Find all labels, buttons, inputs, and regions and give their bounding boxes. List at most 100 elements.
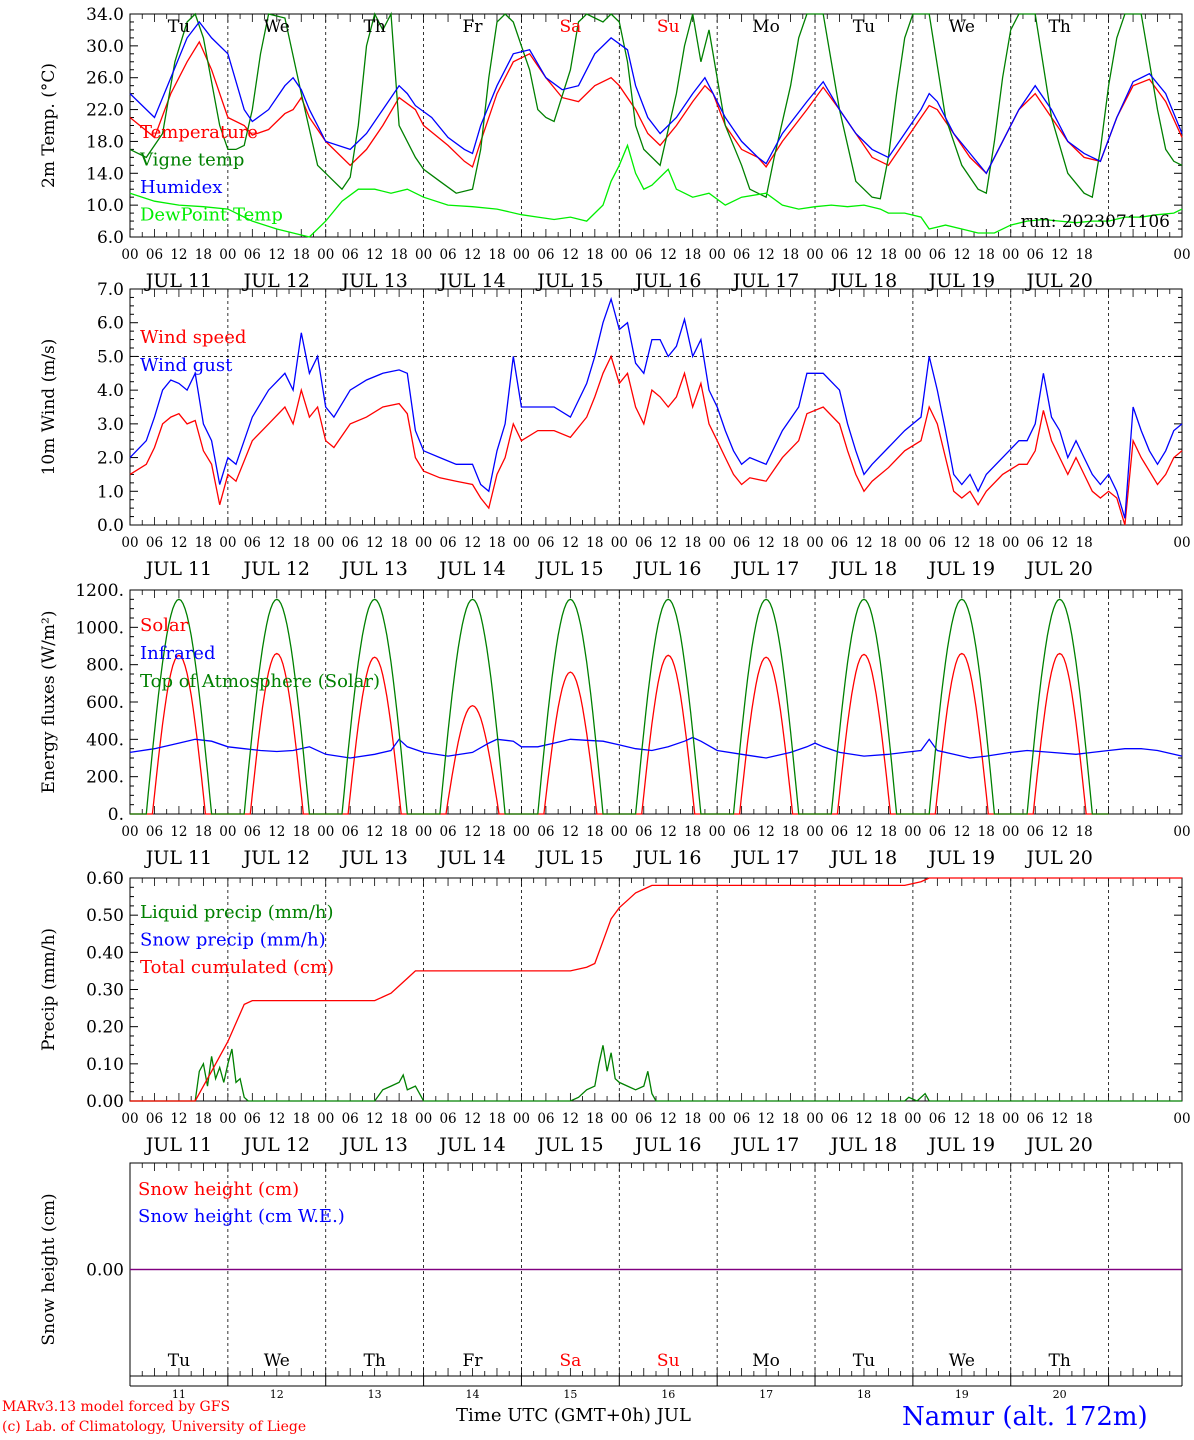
hour-tick-label: 12 bbox=[366, 247, 383, 263]
hour-tick-label: 06 bbox=[342, 1111, 359, 1127]
hour-tick-label: 18 bbox=[293, 824, 310, 840]
hour-tick-label: 12 bbox=[660, 247, 677, 263]
date-label: JUL 11 bbox=[144, 270, 212, 292]
date-label: JUL 17 bbox=[731, 847, 799, 869]
y-tick-label: 600. bbox=[86, 693, 124, 713]
plot-frame bbox=[129, 13, 1183, 238]
hour-tick-label: 12 bbox=[366, 824, 383, 840]
hour-tick-label: 00 bbox=[219, 1111, 236, 1127]
date-label: JUL 19 bbox=[927, 1134, 995, 1156]
y-tick-label: 0.50 bbox=[86, 906, 124, 926]
y-axis-title: 2m Temp. (°C) bbox=[39, 63, 59, 188]
hour-tick-label: 06 bbox=[439, 535, 456, 551]
legend-entry: Total cumulated (cm) bbox=[140, 957, 334, 978]
hour-tick-label: 06 bbox=[733, 247, 750, 263]
date-label: JUL 18 bbox=[829, 270, 897, 292]
hour-tick-label: 00 bbox=[1173, 824, 1190, 840]
y-tick-label: 1200. bbox=[75, 581, 124, 601]
y-tick-label: 0.00 bbox=[86, 1092, 124, 1112]
date-label: JUL 19 bbox=[927, 270, 995, 292]
y-tick-label: 0.00 bbox=[86, 1261, 124, 1281]
hour-tick-label: 18 bbox=[684, 824, 701, 840]
weekday-label: Tu bbox=[853, 1351, 875, 1371]
y-axis-title: Snow height (cm) bbox=[39, 1193, 59, 1345]
y-tick-label: 26.0 bbox=[86, 69, 124, 89]
hour-tick-label: 12 bbox=[855, 535, 872, 551]
y-tick-label: 0.0 bbox=[97, 516, 124, 536]
hour-tick-label: 12 bbox=[660, 1111, 677, 1127]
legend-entry: Snow height (cm W.E.) bbox=[138, 1206, 345, 1227]
plot-frame bbox=[129, 288, 1183, 526]
day-of-month-label: 11 bbox=[172, 1388, 186, 1401]
hour-tick-label: 00 bbox=[611, 824, 628, 840]
hour-tick-label: 00 bbox=[219, 247, 236, 263]
hour-tick-label: 06 bbox=[733, 1111, 750, 1127]
y-tick-label: 6.0 bbox=[97, 228, 124, 248]
legend-entry: Liquid precip (mm/h) bbox=[140, 902, 334, 923]
hour-tick-label: 06 bbox=[635, 535, 652, 551]
weekday-label: Tu bbox=[168, 17, 190, 37]
date-label: JUL 20 bbox=[1024, 847, 1092, 869]
hour-tick-label: 00 bbox=[415, 247, 432, 263]
hour-tick-label: 18 bbox=[684, 535, 701, 551]
hour-tick-label: 12 bbox=[464, 247, 481, 263]
series-dewpoint-temp bbox=[129, 143, 1183, 238]
weekday-label: Su bbox=[657, 1351, 680, 1371]
hour-tick-label: 06 bbox=[537, 824, 554, 840]
hour-tick-label: 18 bbox=[586, 824, 603, 840]
date-label: JUL 13 bbox=[339, 1134, 407, 1156]
y-tick-label: 34.0 bbox=[86, 5, 124, 25]
hour-tick-label: 12 bbox=[757, 535, 774, 551]
hour-tick-label: 12 bbox=[562, 535, 579, 551]
date-label: JUL 12 bbox=[242, 558, 310, 580]
hour-tick-label: 00 bbox=[121, 247, 138, 263]
legend-entry: Vigne temp bbox=[139, 150, 244, 171]
hour-tick-label: 12 bbox=[1051, 535, 1068, 551]
y-tick-label: 0.30 bbox=[86, 981, 124, 1001]
date-label: JUL 20 bbox=[1024, 270, 1092, 292]
hour-tick-label: 06 bbox=[146, 1111, 163, 1127]
hour-tick-label: 18 bbox=[195, 535, 212, 551]
hour-tick-label: 06 bbox=[146, 535, 163, 551]
y-axis-title: Energy fluxes (W/m²) bbox=[39, 611, 59, 794]
hour-tick-label: 06 bbox=[1027, 1111, 1044, 1127]
hour-tick-label: 00 bbox=[806, 247, 823, 263]
date-label: JUL 17 bbox=[731, 558, 799, 580]
date-label: JUL 12 bbox=[242, 1134, 310, 1156]
legend-entry: Infrared bbox=[140, 643, 215, 664]
weekday-label: Th bbox=[364, 17, 386, 37]
date-label: JUL 11 bbox=[144, 558, 212, 580]
day-of-month-label: 19 bbox=[955, 1388, 969, 1401]
hour-tick-label: 00 bbox=[611, 535, 628, 551]
hour-tick-label: 12 bbox=[464, 824, 481, 840]
hour-tick-label: 00 bbox=[415, 824, 432, 840]
series-temperature bbox=[129, 40, 1183, 175]
legend-entry: Wind speed bbox=[140, 327, 246, 348]
hour-tick-label: 06 bbox=[929, 824, 946, 840]
hour-tick-label: 18 bbox=[391, 535, 408, 551]
hour-tick-label: 18 bbox=[880, 824, 897, 840]
hour-tick-label: 00 bbox=[121, 535, 138, 551]
hour-tick-label: 00 bbox=[1002, 247, 1019, 263]
weekday-label: Sa bbox=[559, 1351, 581, 1371]
y-tick-label: 6.0 bbox=[97, 314, 124, 334]
weekday-label: Th bbox=[1049, 17, 1071, 37]
date-label: JUL 16 bbox=[633, 847, 701, 869]
hour-tick-label: 00 bbox=[904, 1111, 921, 1127]
hour-tick-label: 00 bbox=[904, 824, 921, 840]
legend-entry: Top of Atmosphere (Solar) bbox=[140, 671, 380, 692]
hour-tick-label: 06 bbox=[635, 824, 652, 840]
hour-tick-label: 18 bbox=[880, 1111, 897, 1127]
hour-tick-label: 12 bbox=[660, 535, 677, 551]
hour-tick-label: 18 bbox=[684, 1111, 701, 1127]
hour-tick-label: 18 bbox=[293, 535, 310, 551]
weekday-label: Tu bbox=[853, 17, 875, 37]
hour-tick-label: 18 bbox=[586, 535, 603, 551]
day-of-month-label: 13 bbox=[368, 1388, 382, 1401]
series-liquid-precip-mm-h bbox=[130, 1045, 1182, 1102]
hour-tick-label: 12 bbox=[1051, 1111, 1068, 1127]
weekday-label: Mo bbox=[752, 1351, 780, 1371]
hour-tick-label: 00 bbox=[219, 824, 236, 840]
panel-4: 0.00 0.10 0.20 0.30 0.40 0.50 0.60 Precip (mm/h… bbox=[39, 869, 1191, 1156]
y-tick-label: 7.0 bbox=[97, 280, 124, 300]
